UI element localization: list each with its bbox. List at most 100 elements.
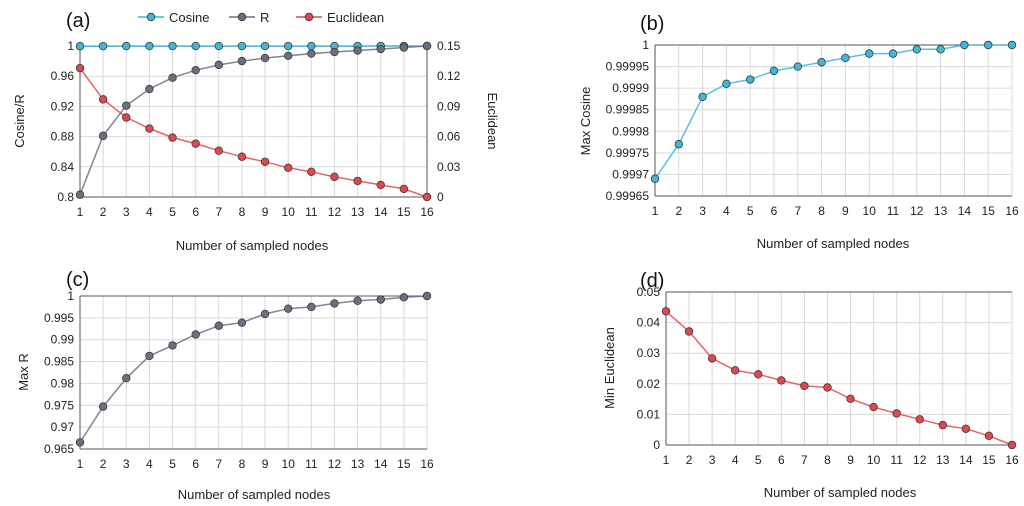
data-point-max-r (75, 438, 85, 447)
x-tick-label: 9 (262, 205, 269, 219)
y-tick-label: 0.02 (637, 377, 661, 391)
x-tick-label: 16 (1005, 204, 1019, 218)
data-point-r (237, 56, 247, 66)
x-axis-title: Number of sampled nodes (178, 487, 331, 502)
data-point-r (75, 190, 85, 199)
y-tick-label: 1 (67, 39, 74, 53)
x-tick-label: 12 (910, 204, 924, 218)
x-tick-label: 2 (675, 204, 682, 218)
panel-label: (d) (640, 270, 664, 292)
y2-axis-title: Euclidean (485, 92, 500, 149)
x-tick-label: 12 (913, 453, 927, 467)
data-point-cosine (75, 42, 85, 51)
data-point-min-euclidean (661, 307, 671, 316)
x-tick-label: 5 (747, 204, 754, 218)
x-tick-label: 3 (123, 457, 130, 471)
x-tick-label: 2 (100, 457, 107, 471)
data-point-min-euclidean (800, 381, 809, 391)
x-tick-label: 10 (282, 205, 296, 219)
x-tick-label: 6 (192, 205, 199, 219)
data-point-r (284, 51, 293, 61)
data-point-euclidean (237, 152, 247, 161)
data-point-r (330, 47, 339, 57)
data-point-max-cosine (746, 75, 755, 84)
data-point-max-r (376, 295, 385, 304)
x-tick-label: 9 (847, 453, 854, 467)
x-tick-label: 13 (936, 453, 950, 467)
x-tick-label: 14 (959, 453, 973, 467)
x-tick-label: 8 (818, 204, 825, 218)
data-point-r (376, 44, 385, 54)
y-tick-label: 0.99975 (606, 146, 650, 160)
y-tick-label: 0.96 (51, 69, 75, 83)
data-point-min-euclidean (938, 420, 947, 430)
x-tick-label: 14 (374, 457, 388, 471)
series-line-max-r (79, 295, 428, 443)
x-tick-label: 16 (420, 457, 434, 471)
x-axis-title: Number of sampled nodes (176, 238, 329, 253)
data-point-max-cosine (674, 140, 683, 149)
x-tick-label: 7 (215, 205, 222, 219)
data-point-max-r (353, 296, 362, 306)
data-point-max-cosine (1007, 40, 1017, 50)
legend-marker-euclidean (304, 12, 314, 22)
data-point-min-euclidean (731, 366, 740, 375)
y2-tick-label: 0.15 (437, 39, 461, 53)
x-tick-label: 7 (794, 204, 801, 218)
data-point-min-euclidean (777, 376, 786, 385)
data-point-min-euclidean (823, 383, 832, 392)
data-point-cosine (284, 41, 293, 51)
x-tick-label: 11 (305, 205, 318, 219)
data-point-cosine (191, 41, 200, 51)
legend-marker-r (237, 12, 247, 22)
data-point-max-cosine (769, 66, 779, 76)
data-point-min-euclidean (754, 370, 763, 379)
y-axis-title: Min Euclidean (602, 327, 617, 409)
y-tick-label: 0.99995 (606, 60, 650, 74)
data-point-max-cosine (698, 92, 707, 101)
x-tick-label: 16 (1005, 453, 1019, 467)
x-tick-label: 4 (146, 457, 153, 471)
data-point-euclidean (399, 184, 409, 194)
data-point-max-cosine (817, 58, 826, 67)
data-point-cosine (122, 41, 131, 51)
data-point-euclidean (307, 167, 316, 177)
x-axis-title: Number of sampled nodes (757, 236, 910, 251)
x-tick-label: 3 (709, 453, 716, 467)
x-tick-label: 10 (282, 457, 296, 471)
x-tick-label: 4 (723, 204, 730, 218)
data-point-euclidean (260, 157, 270, 166)
legend-label-r: R (260, 10, 269, 25)
data-point-euclidean (145, 124, 154, 133)
y2-tick-label: 0.06 (437, 130, 461, 144)
data-point-r (353, 46, 362, 55)
data-point-max-r (191, 330, 200, 339)
data-point-r (307, 49, 316, 58)
data-point-min-euclidean (984, 431, 994, 441)
y2-tick-label: 0 (437, 190, 444, 204)
x-axis-title: Number of sampled nodes (764, 485, 917, 500)
data-point-cosine (168, 41, 177, 51)
x-tick-label: 15 (982, 204, 996, 218)
data-point-min-euclidean (961, 424, 971, 433)
y-tick-label: 1 (67, 289, 74, 303)
x-tick-label: 8 (824, 453, 831, 467)
y-tick-label: 0.975 (44, 398, 74, 412)
data-point-max-r (330, 299, 339, 308)
y-tick-label: 0.04 (637, 316, 661, 330)
x-tick-label: 5 (755, 453, 762, 467)
x-tick-label: 9 (842, 204, 849, 218)
y-tick-label: 0.9997 (612, 167, 649, 181)
y-tick-label: 0.965 (44, 442, 74, 456)
series-line-r (79, 45, 428, 195)
data-point-max-cosine (936, 45, 945, 54)
x-tick-label: 6 (771, 204, 778, 218)
y-tick-label: 0 (653, 438, 660, 452)
x-tick-label: 7 (801, 453, 808, 467)
data-point-euclidean (353, 176, 362, 186)
data-point-euclidean (122, 113, 131, 122)
data-point-euclidean (330, 172, 339, 182)
series-line-max-cosine (654, 44, 1012, 180)
x-tick-label: 7 (215, 457, 222, 471)
